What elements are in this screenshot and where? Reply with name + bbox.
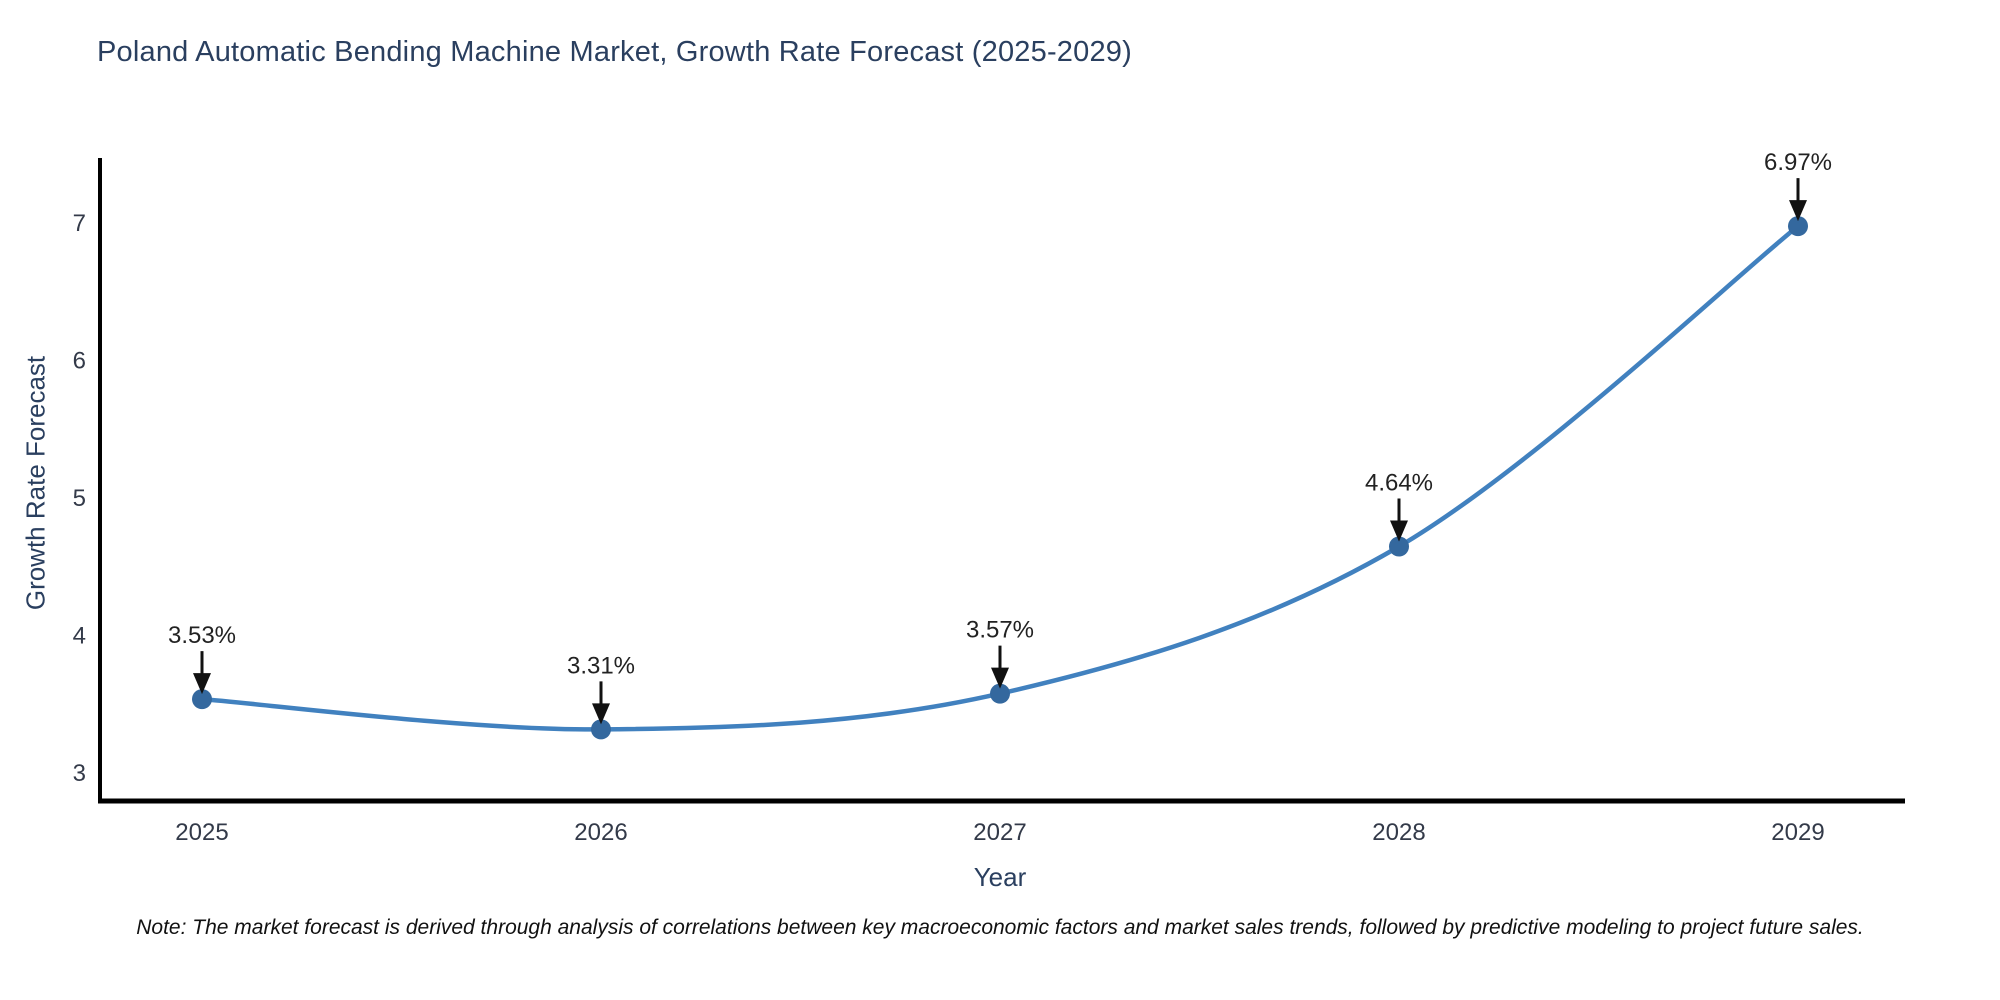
data-point-marker [1788,216,1808,237]
annotation-arrowhead [1390,520,1408,542]
annotation-arrowhead [991,667,1009,689]
x-tick-label: 2027 [973,819,1026,846]
annotation-arrowhead [1789,200,1807,222]
data-point-marker [990,683,1010,704]
annotation-arrowhead [193,673,211,695]
chart-title: Poland Automatic Bending Machine Market,… [97,36,1132,68]
y-tick-label: 4 [73,623,86,650]
point-annotation: 4.64% [1365,470,1433,497]
point-annotation: 3.53% [168,622,236,649]
x-axis-title: Year [973,862,1027,892]
y-tick-label: 7 [73,210,86,237]
footnote: Note: The market forecast is derived thr… [136,916,1864,939]
x-tick-label: 2025 [175,819,228,846]
data-point-marker [1389,536,1409,557]
x-tick-label: 2029 [1771,819,1824,846]
y-tick-label: 6 [73,348,86,375]
data-point-marker [591,719,611,740]
annotation-arrowhead [592,703,610,725]
x-tick-label: 2026 [574,819,627,846]
y-tick-label: 3 [73,760,86,787]
x-tick-label: 2028 [1372,819,1425,846]
y-tick-label: 5 [73,485,86,512]
data-point-marker [192,689,212,710]
point-annotation: 3.31% [567,652,635,679]
point-annotation: 3.57% [966,617,1034,644]
point-annotation: 6.97% [1764,149,1832,176]
